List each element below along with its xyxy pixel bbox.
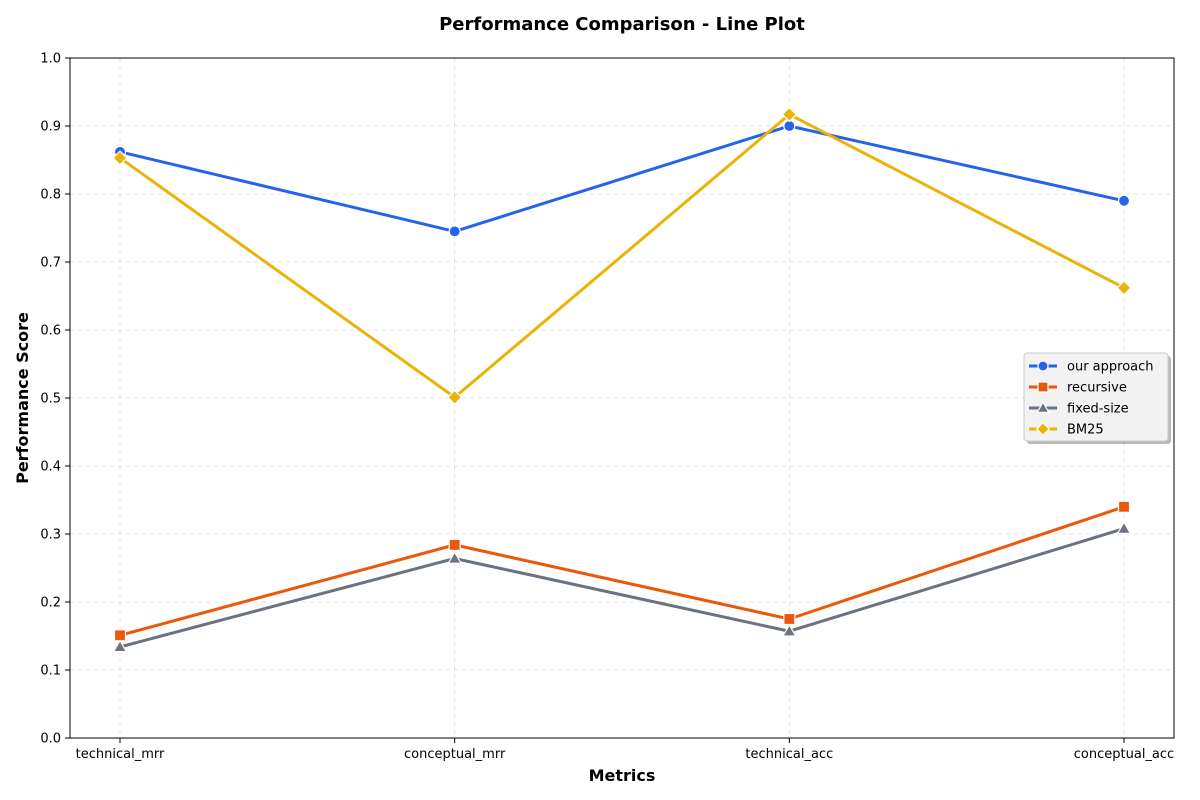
y-tick-label: 0.8 (40, 188, 61, 203)
legend-marker-recursive (1037, 381, 1049, 393)
series-line-fixed-size (119, 527, 1125, 649)
data-point-bm25 (112, 150, 128, 166)
data-point-bm25 (446, 389, 463, 406)
legend-marker-bm25 (1035, 421, 1051, 437)
data-point-recursive (448, 538, 461, 551)
y-tick-label: 0.0 (40, 732, 61, 747)
y-tick-label: 0.2 (40, 596, 61, 611)
y-tick-label: 0.7 (40, 256, 61, 271)
series-line-recursive (119, 505, 1125, 637)
series-layer (112, 106, 1132, 653)
x-tick-label: conceptual_acc (1074, 747, 1174, 762)
data-point-fixed-size (781, 623, 797, 637)
series-line-our-approach (119, 124, 1125, 233)
legend-marker-fixed-size (1036, 401, 1050, 413)
series-fixed-size (112, 521, 1132, 653)
data-point-bm25 (1116, 280, 1132, 296)
series-recursive (113, 500, 1131, 642)
grid-layer (70, 58, 1174, 738)
data-point-our-approach (448, 225, 461, 238)
legend-label-recursive: recursive (1067, 381, 1127, 396)
y-tick-label: 0.5 (40, 392, 61, 407)
data-point-recursive (113, 629, 127, 642)
y-tick-label: 0.1 (40, 664, 61, 679)
legend: our approach recursive fixed-size BM25 (1023, 352, 1171, 444)
legend-label-fixed-size: fixed-size (1067, 402, 1129, 417)
data-point-bm25 (781, 106, 798, 123)
x-tick-label: conceptual_mrr (404, 747, 506, 762)
y-tick-label: 0.4 (40, 460, 61, 475)
x-tick-label: technical_acc (745, 747, 833, 762)
series-our-approach (113, 119, 1131, 238)
x-axis-label: Metrics (589, 766, 656, 785)
ticks-layer: 0.0 0.1 0.2 0.3 0.4 0.5 0.6 0.7 0.8 0.9 1.0 technic… (40, 52, 1174, 763)
data-point-fixed-size (112, 639, 128, 653)
series-line-bm25 (119, 112, 1125, 399)
chart-title: Performance Comparison - Line Plot (439, 14, 805, 35)
y-tick-label: 1.0 (40, 52, 61, 67)
legend-marker-our-approach (1037, 360, 1049, 372)
legend-box (1023, 352, 1169, 442)
data-point-our-approach (1117, 194, 1131, 207)
x-tick-label: technical_mrr (76, 747, 165, 762)
y-tick-label: 0.6 (40, 324, 61, 339)
data-point-recursive (1117, 500, 1131, 513)
series-bm25 (112, 106, 1132, 406)
legend-label-our-approach: our approach (1067, 360, 1154, 375)
y-axis-label: Performance Score (13, 312, 32, 484)
y-tick-label: 0.3 (40, 528, 61, 543)
y-tick-label: 0.9 (40, 120, 61, 135)
legend-label-bm25: BM25 (1067, 423, 1104, 438)
data-point-fixed-size (1116, 521, 1132, 534)
data-point-recursive (783, 612, 796, 626)
data-point-fixed-size (447, 550, 463, 564)
